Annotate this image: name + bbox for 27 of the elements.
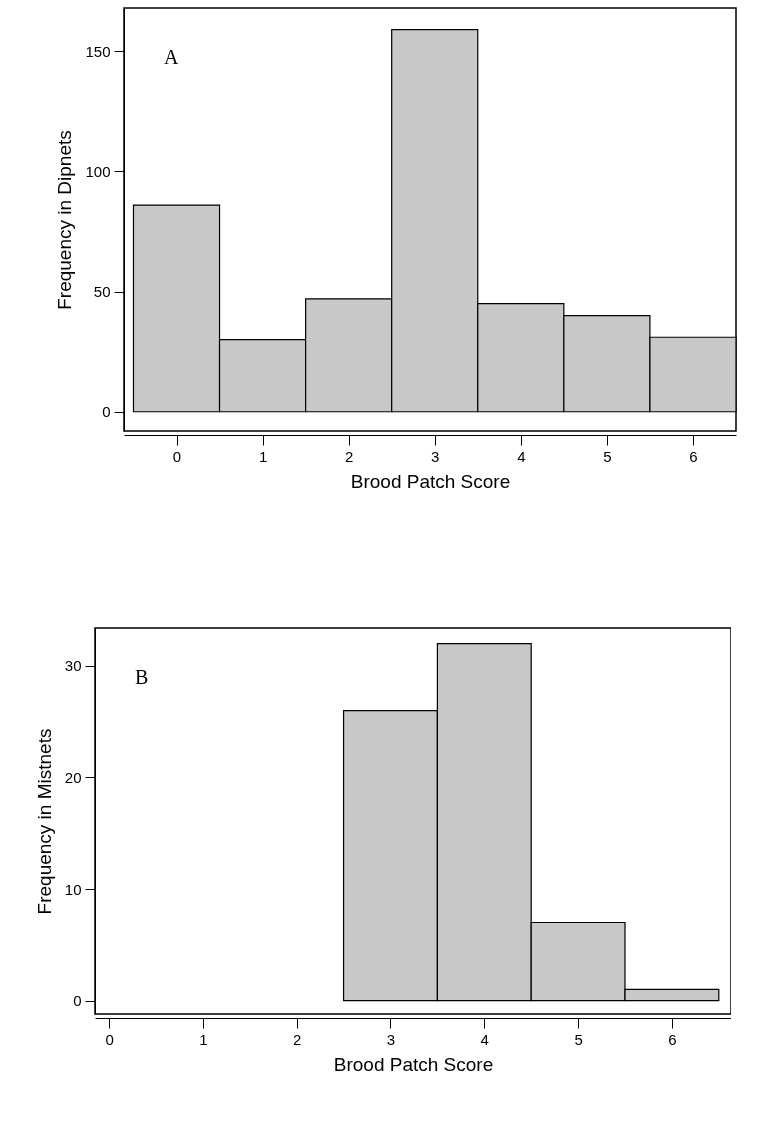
x-axis-title: Brood Patch Score bbox=[333, 1053, 494, 1075]
y-tick-label: 0 bbox=[102, 403, 111, 421]
y-tick-label: 100 bbox=[85, 162, 111, 180]
annotation: A bbox=[164, 46, 179, 68]
x-tick-label: 5 bbox=[603, 447, 612, 465]
x-tick-label: 1 bbox=[258, 447, 268, 465]
x-tick-label: 3 bbox=[431, 447, 440, 465]
x-tick-label: 2 bbox=[293, 1030, 302, 1048]
y-tick-label: 0 bbox=[73, 992, 82, 1010]
y-tick-label: 10 bbox=[64, 880, 82, 898]
annotation: B bbox=[135, 666, 149, 688]
y-tick-label: 150 bbox=[85, 42, 111, 60]
y-tick-label: 50 bbox=[93, 283, 111, 301]
x-tick-label: 3 bbox=[386, 1030, 396, 1048]
x-tick-label: 6 bbox=[689, 447, 698, 465]
x-axis-title: Brood Patch Score bbox=[350, 470, 511, 492]
x-tick-label: 6 bbox=[668, 1030, 677, 1048]
x-tick-label: 4 bbox=[517, 447, 526, 465]
x-tick-label: 2 bbox=[344, 447, 354, 465]
x-tick-label: 5 bbox=[574, 1030, 583, 1048]
x-tick-label: 1 bbox=[199, 1030, 208, 1048]
y-tick-label: 20 bbox=[64, 768, 82, 786]
y-axis-title: Frequency in Dipnets bbox=[54, 130, 76, 310]
x-tick-label: 0 bbox=[172, 447, 182, 465]
y-axis-title: Frequency in Mistnets bbox=[33, 728, 55, 915]
y-tick-label: 30 bbox=[64, 657, 82, 675]
x-tick-label: 4 bbox=[480, 1030, 489, 1048]
